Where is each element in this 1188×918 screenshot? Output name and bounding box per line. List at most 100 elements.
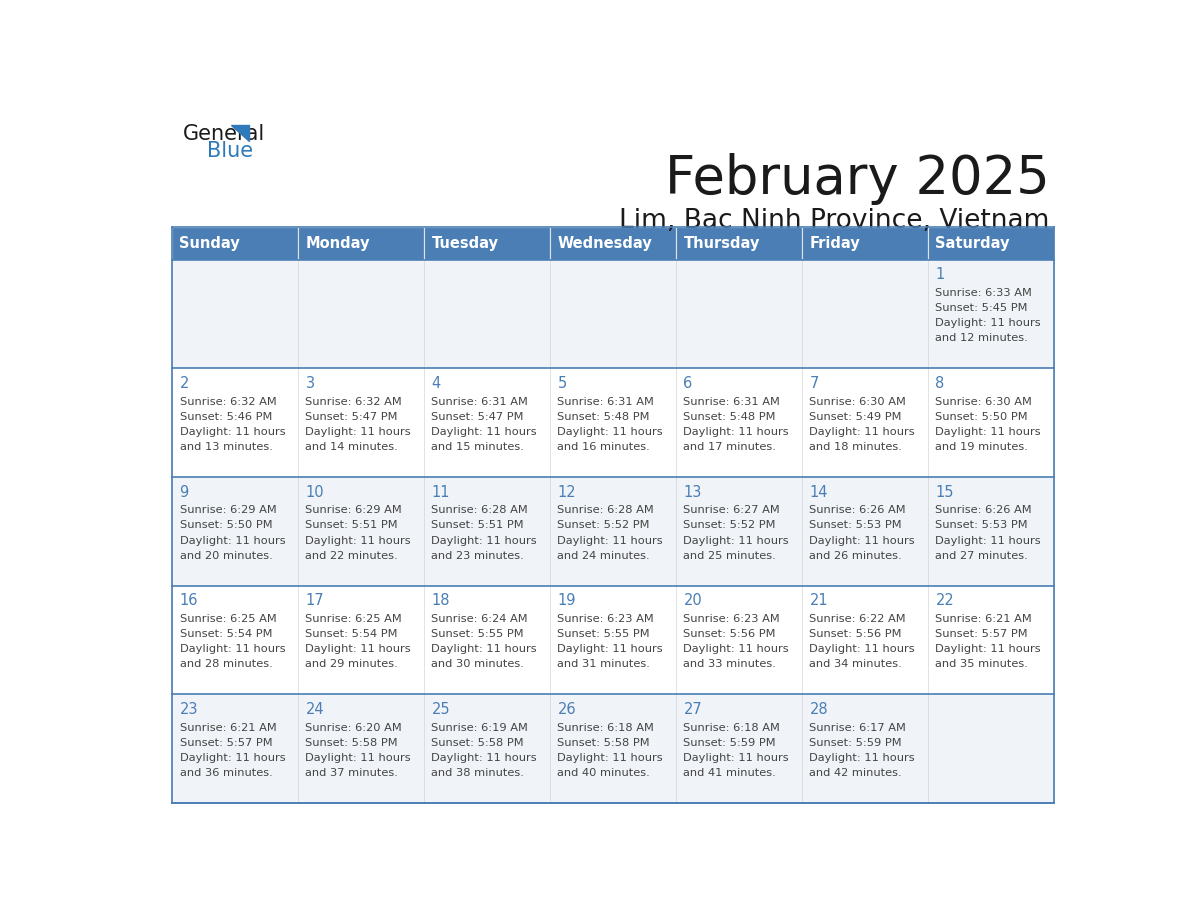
Text: 11: 11	[431, 485, 450, 499]
Text: Sunset: 5:49 PM: Sunset: 5:49 PM	[809, 412, 902, 421]
Text: 6: 6	[683, 376, 693, 391]
Bar	[802, 227, 928, 260]
Bar	[676, 227, 802, 260]
Bar	[550, 227, 676, 260]
Text: 7: 7	[809, 376, 819, 391]
Text: Sunrise: 6:30 AM: Sunrise: 6:30 AM	[935, 397, 1032, 407]
Bar	[172, 227, 298, 260]
Bar	[550, 260, 676, 368]
Text: Sunrise: 6:23 AM: Sunrise: 6:23 AM	[557, 614, 655, 624]
Text: and 24 minutes.: and 24 minutes.	[557, 551, 650, 561]
Text: Daylight: 11 hours: Daylight: 11 hours	[557, 644, 663, 655]
Bar	[298, 227, 424, 260]
Text: Daylight: 11 hours: Daylight: 11 hours	[557, 427, 663, 437]
Text: and 12 minutes.: and 12 minutes.	[935, 333, 1028, 343]
Text: Friday: Friday	[809, 236, 860, 251]
Bar	[298, 586, 424, 694]
Text: Sunset: 5:55 PM: Sunset: 5:55 PM	[557, 629, 650, 639]
Text: Sunrise: 6:24 AM: Sunrise: 6:24 AM	[431, 614, 529, 624]
Bar	[928, 368, 1054, 477]
Text: Tuesday: Tuesday	[431, 236, 499, 251]
Bar	[676, 694, 802, 803]
Text: Sunset: 5:57 PM: Sunset: 5:57 PM	[179, 738, 272, 748]
Text: Sunrise: 6:31 AM: Sunrise: 6:31 AM	[683, 397, 781, 407]
Text: Daylight: 11 hours: Daylight: 11 hours	[809, 644, 915, 655]
Text: and 13 minutes.: and 13 minutes.	[179, 442, 272, 452]
Text: 18: 18	[431, 593, 450, 609]
Text: Sunset: 5:46 PM: Sunset: 5:46 PM	[179, 412, 272, 421]
Text: Sunrise: 6:21 AM: Sunrise: 6:21 AM	[935, 614, 1032, 624]
Text: Sunset: 5:52 PM: Sunset: 5:52 PM	[557, 521, 650, 531]
Bar	[550, 368, 676, 477]
Bar	[424, 477, 550, 586]
Text: and 28 minutes.: and 28 minutes.	[179, 659, 272, 669]
Text: 23: 23	[179, 702, 198, 717]
Text: Sunset: 5:58 PM: Sunset: 5:58 PM	[557, 738, 650, 748]
Text: 9: 9	[179, 485, 189, 499]
Bar	[928, 694, 1054, 803]
Text: Sunrise: 6:31 AM: Sunrise: 6:31 AM	[557, 397, 655, 407]
Text: Sunrise: 6:27 AM: Sunrise: 6:27 AM	[683, 506, 781, 516]
Bar	[928, 586, 1054, 694]
Text: and 31 minutes.: and 31 minutes.	[557, 659, 650, 669]
Text: Sunset: 5:51 PM: Sunset: 5:51 PM	[431, 521, 524, 531]
Bar	[172, 477, 298, 586]
Text: 24: 24	[305, 702, 324, 717]
Text: 25: 25	[431, 702, 450, 717]
Text: 1: 1	[935, 267, 944, 282]
Text: 16: 16	[179, 593, 198, 609]
Text: and 25 minutes.: and 25 minutes.	[683, 551, 776, 561]
Text: Sunset: 5:54 PM: Sunset: 5:54 PM	[305, 629, 398, 639]
Text: 13: 13	[683, 485, 702, 499]
Text: Sunset: 5:53 PM: Sunset: 5:53 PM	[935, 521, 1028, 531]
Text: 8: 8	[935, 376, 944, 391]
Text: and 27 minutes.: and 27 minutes.	[935, 551, 1028, 561]
Text: Sunset: 5:51 PM: Sunset: 5:51 PM	[305, 521, 398, 531]
Text: Sunrise: 6:29 AM: Sunrise: 6:29 AM	[179, 506, 277, 516]
Text: Blue: Blue	[207, 141, 253, 161]
Text: February 2025: February 2025	[665, 152, 1050, 205]
Bar	[802, 477, 928, 586]
Text: Sunrise: 6:18 AM: Sunrise: 6:18 AM	[683, 723, 781, 733]
Bar	[928, 260, 1054, 368]
Text: 17: 17	[305, 593, 324, 609]
Text: and 34 minutes.: and 34 minutes.	[809, 659, 902, 669]
Bar	[550, 586, 676, 694]
Text: and 14 minutes.: and 14 minutes.	[305, 442, 398, 452]
Text: Daylight: 11 hours: Daylight: 11 hours	[305, 535, 411, 545]
Text: Daylight: 11 hours: Daylight: 11 hours	[179, 644, 285, 655]
Text: Sunrise: 6:26 AM: Sunrise: 6:26 AM	[809, 506, 906, 516]
Text: Daylight: 11 hours: Daylight: 11 hours	[431, 644, 537, 655]
Bar	[676, 368, 802, 477]
Bar	[802, 694, 928, 803]
Text: 5: 5	[557, 376, 567, 391]
Text: Daylight: 11 hours: Daylight: 11 hours	[179, 753, 285, 763]
Text: General: General	[183, 124, 266, 144]
Text: Sunday: Sunday	[179, 236, 240, 251]
Text: 10: 10	[305, 485, 324, 499]
Bar	[676, 477, 802, 586]
Text: Thursday: Thursday	[683, 236, 760, 251]
Text: Daylight: 11 hours: Daylight: 11 hours	[683, 753, 789, 763]
Text: Daylight: 11 hours: Daylight: 11 hours	[305, 427, 411, 437]
Bar	[802, 368, 928, 477]
Text: Daylight: 11 hours: Daylight: 11 hours	[557, 535, 663, 545]
Text: Sunset: 5:45 PM: Sunset: 5:45 PM	[935, 303, 1028, 313]
Text: Sunset: 5:55 PM: Sunset: 5:55 PM	[431, 629, 524, 639]
Text: Daylight: 11 hours: Daylight: 11 hours	[305, 753, 411, 763]
Text: Sunset: 5:53 PM: Sunset: 5:53 PM	[809, 521, 902, 531]
Bar	[172, 694, 298, 803]
Text: Sunrise: 6:28 AM: Sunrise: 6:28 AM	[557, 506, 655, 516]
Bar	[172, 368, 298, 477]
Text: Wednesday: Wednesday	[557, 236, 652, 251]
Text: Daylight: 11 hours: Daylight: 11 hours	[683, 427, 789, 437]
Text: Sunrise: 6:32 AM: Sunrise: 6:32 AM	[305, 397, 403, 407]
Text: Sunrise: 6:32 AM: Sunrise: 6:32 AM	[179, 397, 277, 407]
Text: and 16 minutes.: and 16 minutes.	[557, 442, 650, 452]
Text: and 33 minutes.: and 33 minutes.	[683, 659, 776, 669]
Text: Sunrise: 6:28 AM: Sunrise: 6:28 AM	[431, 506, 529, 516]
Text: Daylight: 11 hours: Daylight: 11 hours	[179, 427, 285, 437]
Text: Sunset: 5:56 PM: Sunset: 5:56 PM	[809, 629, 902, 639]
Text: 12: 12	[557, 485, 576, 499]
Text: Sunrise: 6:25 AM: Sunrise: 6:25 AM	[305, 614, 403, 624]
